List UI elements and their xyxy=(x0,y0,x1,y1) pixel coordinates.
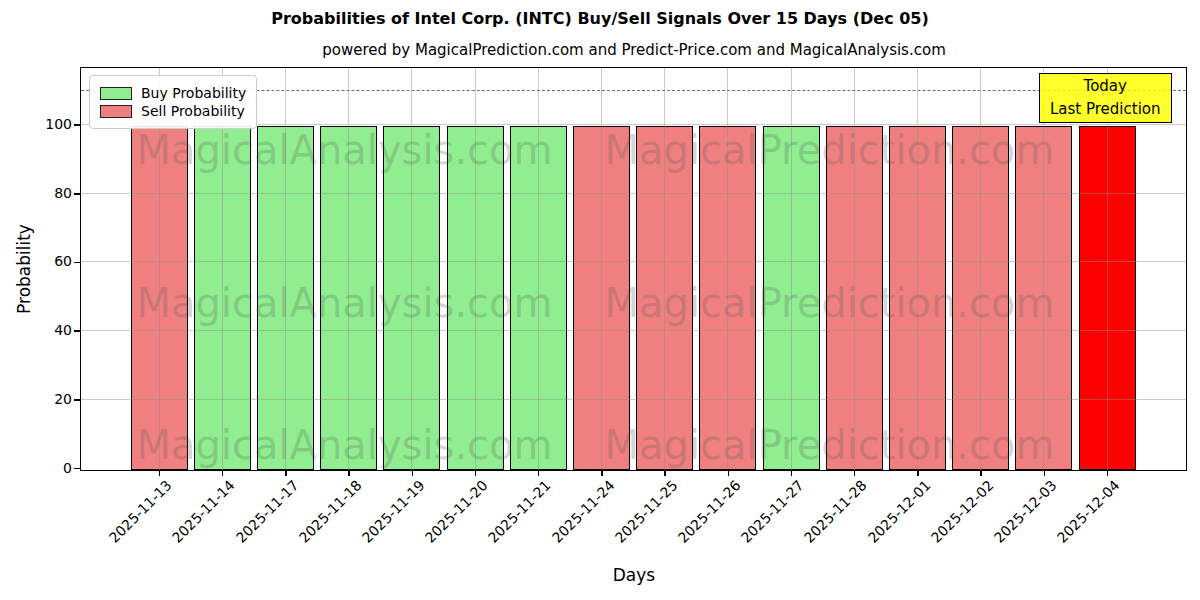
x-tick-label: 2025-11-25 xyxy=(612,477,681,546)
x-tick xyxy=(412,471,414,476)
today-annotation: Today Last Prediction xyxy=(1039,73,1172,123)
legend-label-sell: Sell Probability xyxy=(141,103,245,119)
x-tick-label: 2025-11-14 xyxy=(169,477,238,546)
y-tick-label: 20 xyxy=(0,391,72,407)
x-tick xyxy=(854,471,856,476)
watermark-text: MagicalPrediction.com xyxy=(605,422,1055,468)
x-tick-label: 2025-12-03 xyxy=(991,477,1060,546)
legend-item-sell: Sell Probability xyxy=(100,103,246,119)
watermark-text: MagicalPrediction.com xyxy=(605,280,1055,326)
y-grid-line xyxy=(81,399,1186,400)
y-grid-line xyxy=(81,193,1186,194)
x-tick-label: 2025-11-21 xyxy=(485,477,554,546)
y-tick xyxy=(74,330,80,332)
x-tick-label: 2025-11-17 xyxy=(232,477,301,546)
watermark-text: MagicalAnalysis.com xyxy=(136,127,552,173)
legend-swatch-buy xyxy=(100,87,132,100)
x-tick-label: 2025-12-01 xyxy=(864,477,933,546)
x-tick xyxy=(285,471,287,476)
y-tick-label: 40 xyxy=(0,322,72,338)
y-tick xyxy=(74,193,80,195)
y-tick xyxy=(74,262,80,264)
x-grid-line xyxy=(1107,68,1108,470)
y-tick-label: 80 xyxy=(0,185,72,201)
y-tick-label: 100 xyxy=(0,116,72,132)
y-tick-label: 0 xyxy=(0,460,72,476)
y-grid-line xyxy=(81,261,1186,262)
chart-subtitle: powered by MagicalPrediction.com and Pre… xyxy=(322,41,946,59)
x-axis-label: Days xyxy=(613,565,655,585)
x-tick-label: 2025-11-19 xyxy=(359,477,428,546)
y-tick xyxy=(74,399,80,401)
plot-area: MagicalAnalysis.com MagicalPrediction.com… xyxy=(80,67,1187,471)
y-tick xyxy=(74,468,80,470)
x-tick-label: 2025-11-26 xyxy=(675,477,744,546)
x-tick xyxy=(538,471,540,476)
x-tick-label: 2025-11-18 xyxy=(296,477,365,546)
x-tick-label: 2025-12-04 xyxy=(1054,477,1123,546)
watermark-text: MagicalPrediction.com xyxy=(605,127,1055,173)
x-tick-label: 2025-11-27 xyxy=(738,477,807,546)
x-tick xyxy=(1107,471,1109,476)
y-axis-label: Probability xyxy=(14,224,34,314)
x-tick xyxy=(475,471,477,476)
y-grid-line xyxy=(81,330,1186,331)
y-tick-label: 60 xyxy=(0,253,72,269)
x-tick xyxy=(791,471,793,476)
x-tick xyxy=(1044,471,1046,476)
x-tick xyxy=(728,471,730,476)
legend-item-buy: Buy Probability xyxy=(100,85,246,101)
x-tick xyxy=(917,471,919,476)
x-tick xyxy=(348,471,350,476)
x-tick-label: 2025-11-24 xyxy=(548,477,617,546)
x-tick-label: 2025-11-13 xyxy=(106,477,175,546)
x-tick-label: 2025-11-28 xyxy=(801,477,870,546)
x-tick xyxy=(222,471,224,476)
watermark-text: MagicalAnalysis.com xyxy=(136,422,552,468)
legend: Buy Probability Sell Probability xyxy=(89,75,257,129)
figure: Probabilities of Intel Corp. (INTC) Buy/… xyxy=(0,0,1200,600)
legend-label-buy: Buy Probability xyxy=(141,85,246,101)
legend-swatch-sell xyxy=(100,105,132,118)
x-tick-label: 2025-11-20 xyxy=(422,477,491,546)
x-tick xyxy=(980,471,982,476)
today-annotation-line2: Last Prediction xyxy=(1050,98,1161,121)
x-grid-line xyxy=(601,68,602,470)
x-tick-label: 2025-12-02 xyxy=(928,477,997,546)
plot-inner: MagicalAnalysis.com MagicalPrediction.com… xyxy=(81,68,1186,470)
x-tick xyxy=(601,471,603,476)
chart-title: Probabilities of Intel Corp. (INTC) Buy/… xyxy=(0,9,1200,28)
x-tick xyxy=(664,471,666,476)
x-tick xyxy=(159,471,161,476)
y-tick xyxy=(74,124,80,126)
today-annotation-line1: Today xyxy=(1050,75,1161,98)
watermark-text: MagicalAnalysis.com xyxy=(136,280,552,326)
